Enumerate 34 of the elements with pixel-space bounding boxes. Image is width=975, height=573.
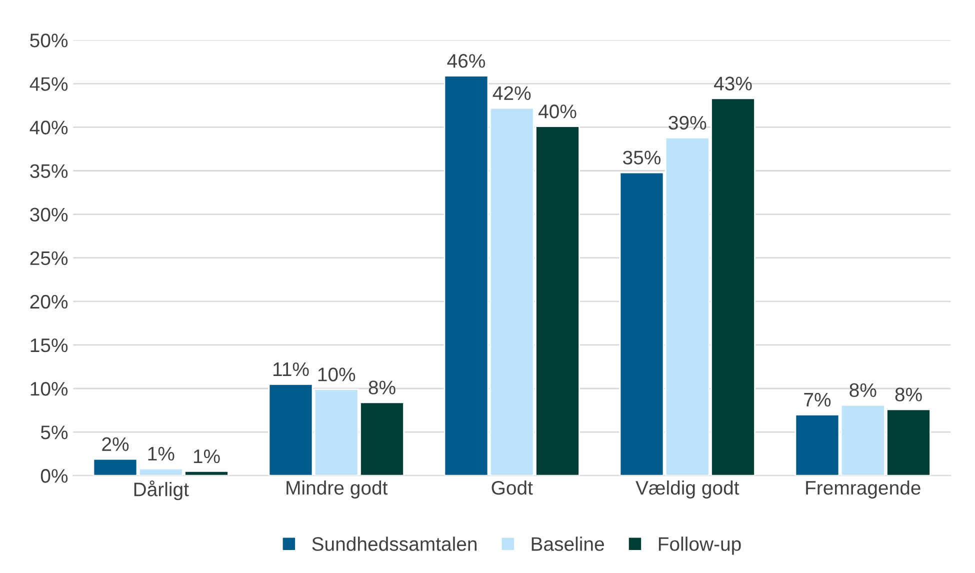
data-label: 8% bbox=[368, 380, 396, 394]
data-label: 2% bbox=[102, 437, 129, 451]
x-tick-label: Dårligt bbox=[134, 480, 189, 500]
data-label: 40% bbox=[538, 104, 576, 118]
y-tick-label: 0% bbox=[40, 469, 68, 483]
data-label: 7% bbox=[804, 392, 831, 407]
y-tick-label: 15% bbox=[30, 338, 68, 352]
y-tick-label: 20% bbox=[30, 294, 68, 309]
data-label: 43% bbox=[714, 76, 752, 90]
x-tick-label: Mindre godt bbox=[286, 480, 388, 499]
data-label: 10% bbox=[318, 368, 356, 382]
y-tick-label: 30% bbox=[30, 208, 68, 222]
data-label: 1% bbox=[194, 450, 220, 464]
data-label: 8% bbox=[895, 388, 922, 402]
y-tick-label: 50% bbox=[30, 34, 68, 48]
data-label: 1% bbox=[148, 446, 174, 461]
y-tick-label: 40% bbox=[30, 120, 68, 134]
data-label: 42% bbox=[492, 86, 531, 100]
y-tick-label: 10% bbox=[30, 382, 68, 396]
data-label: 35% bbox=[623, 150, 661, 164]
legend-label: Baseline bbox=[532, 536, 604, 551]
data-label: 11% bbox=[273, 362, 309, 376]
y-tick-label: 45% bbox=[30, 77, 68, 91]
data-label: 8% bbox=[850, 383, 876, 398]
legend-label: Follow-up bbox=[658, 536, 741, 555]
x-tick-label: Vældig godt bbox=[636, 480, 740, 499]
legend-label: Sundhedssamtalen bbox=[312, 536, 477, 551]
data-label: 46% bbox=[447, 54, 486, 68]
y-tick-label: 5% bbox=[40, 426, 68, 440]
x-tick-label: Godt bbox=[492, 480, 533, 495]
data-label: 39% bbox=[668, 116, 706, 130]
y-tick-label: 25% bbox=[30, 251, 68, 266]
x-tick-label: Fremragende bbox=[806, 480, 920, 499]
y-tick-label: 35% bbox=[30, 164, 68, 178]
